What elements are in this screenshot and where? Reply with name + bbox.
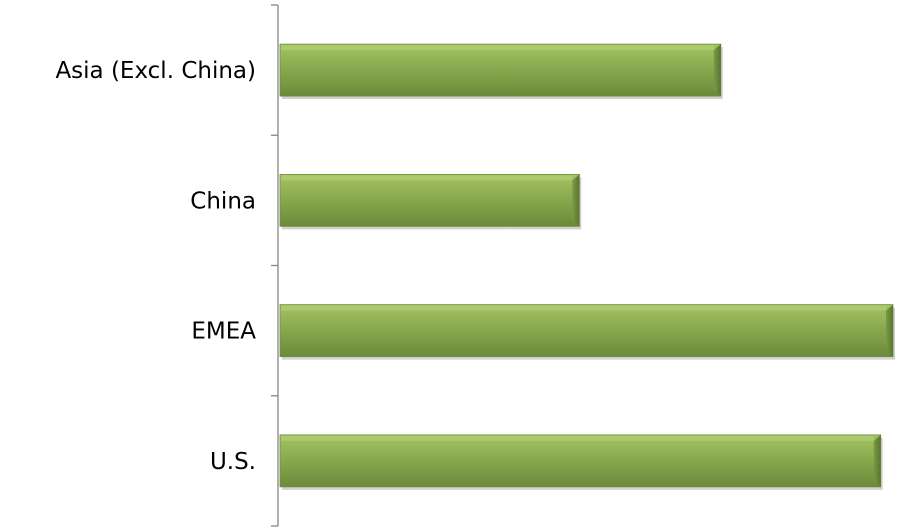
bar-u-s	[279, 434, 883, 490]
bar-bevel	[886, 304, 893, 357]
bar-body	[279, 43, 722, 97]
bar-bevel	[713, 44, 721, 97]
bars-group	[279, 43, 895, 490]
bar-asia-excl-china	[279, 43, 723, 100]
bar-highlight	[281, 305, 886, 311]
category-label-emea: EMEA	[191, 319, 256, 345]
category-label-asia-excl-china: Asia (Excl. China)	[55, 58, 256, 84]
category-label-china: China	[190, 188, 256, 214]
bar-emea	[279, 304, 895, 360]
bar-body	[279, 434, 882, 488]
bar-china	[279, 173, 582, 230]
category-labels: Asia (Excl. China) China EMEA U.S.	[55, 58, 256, 475]
bar-highlight	[281, 45, 714, 51]
bar-body	[279, 304, 894, 358]
category-label-u-s: U.S.	[210, 449, 256, 475]
bar-bevel	[572, 174, 580, 227]
bar-bevel	[873, 434, 881, 487]
bar-body	[279, 173, 580, 227]
category-axis	[271, 4, 279, 527]
bar-highlight	[281, 435, 874, 441]
bar-highlight	[281, 175, 573, 181]
